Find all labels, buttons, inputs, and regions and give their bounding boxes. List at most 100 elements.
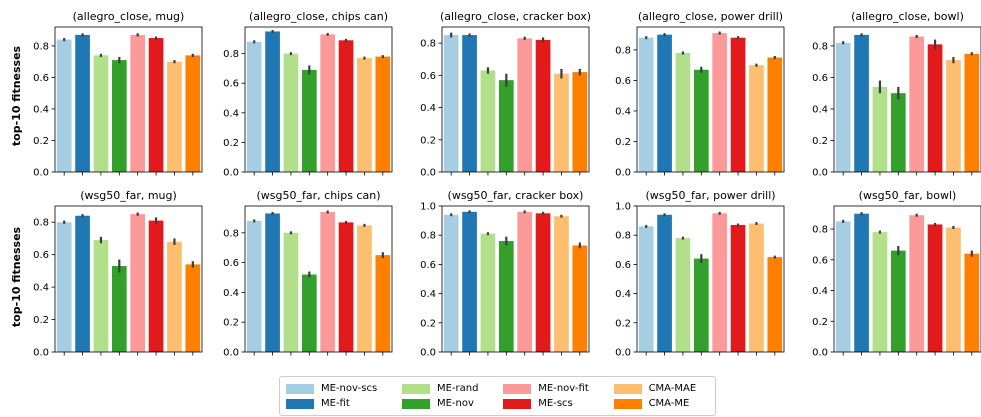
legend-item: CMA-ME: [613, 397, 709, 411]
y-tick-label: 0.8: [615, 231, 631, 242]
y-tick-label: 0.0: [223, 348, 239, 359]
bar-ME-nov-scs: [56, 222, 72, 352]
axes-frame: [441, 205, 590, 353]
legend: ME-nov-scs ME-rand ME-nov-fit CMA-MAE ME-fit…: [279, 376, 716, 416]
legend-label: CMA-MAE: [648, 382, 697, 394]
bar-ME-scs: [927, 44, 943, 172]
axes-frame: [54, 26, 203, 173]
y-tick-label: 1.0: [420, 202, 436, 213]
axes-frame: [833, 205, 981, 353]
y-tick-label: 0.2: [223, 138, 239, 149]
y-tick-label: 0.4: [615, 289, 631, 300]
bar-ME-nov: [301, 69, 317, 172]
panel-title: (wsg50_far, bowl): [859, 189, 957, 202]
axes-frame: [54, 205, 203, 353]
y-tick-label: 0.8: [223, 49, 239, 60]
bar-ME-nov-fit: [130, 34, 146, 173]
y-tick-label: 0.8: [33, 218, 49, 229]
y-tick-label: 0.0: [223, 168, 239, 179]
y-tick-label: 0.6: [420, 260, 436, 271]
y-tick-label: 1.0: [615, 202, 631, 213]
bar-ME-nov-scs: [638, 226, 654, 352]
y-tick-label: 0.4: [33, 283, 49, 294]
y-tick-label: 0.6: [812, 255, 828, 266]
bar-CMA-ME: [964, 253, 980, 352]
y-tick-label: 0.2: [812, 317, 828, 328]
y-tick-label: 0.8: [33, 41, 49, 52]
panel-title: (wsg50_far, power drill): [645, 189, 775, 202]
bar-ME-nov-fit: [712, 213, 728, 352]
bar-ME-fit: [75, 215, 90, 352]
y-tick-label: 0.2: [420, 135, 436, 146]
legend-label: ME-rand: [436, 382, 479, 394]
bar-ME-scs: [148, 220, 164, 352]
bar-ME-nov-fit: [517, 211, 533, 352]
bar-CMA-ME: [767, 57, 783, 172]
y-tick-label: 0.6: [33, 73, 49, 84]
legend-label: ME-scs: [538, 397, 573, 409]
legend-swatch: [401, 383, 430, 394]
panel-title: (allegro_close, chips can): [249, 10, 388, 23]
bar-ME-rand: [283, 53, 299, 172]
y-tick-label: 0.6: [812, 73, 828, 84]
y-tick-label: 0.8: [615, 45, 631, 56]
y-tick-label: 0.0: [420, 348, 436, 359]
bar-ME-nov-scs: [638, 37, 654, 173]
legend-label: ME-nov: [436, 397, 474, 409]
bar-ME-fit: [265, 31, 280, 172]
bar-ME-rand: [675, 238, 691, 352]
legend-item: ME-nov: [401, 397, 491, 411]
legend-label: ME-nov-scs: [321, 382, 378, 394]
legend-item: ME-rand: [401, 382, 491, 396]
bar-ME-nov: [111, 266, 127, 352]
bar-ME-scs: [338, 222, 354, 352]
y-tick-label: 0.6: [33, 250, 49, 261]
bar-ME-scs: [535, 39, 551, 173]
bar-ME-nov-scs: [56, 39, 72, 172]
y-tick-label: 0.4: [223, 288, 239, 299]
y-tick-label: 0.0: [812, 348, 828, 359]
bar-CMA-ME: [572, 72, 588, 172]
bar-CMA-ME: [572, 245, 588, 352]
bar-ME-nov: [498, 241, 514, 352]
bar-ME-rand: [93, 240, 109, 352]
bar-ME-nov: [890, 93, 906, 172]
y-tick-label: 0.4: [615, 106, 631, 117]
bar-ME-nov-fit: [909, 215, 925, 352]
bar-ME-fit: [265, 213, 280, 352]
y-tick-label: 0.2: [615, 318, 631, 329]
bar-CMA-MAE: [357, 58, 372, 173]
bar-ME-nov-scs: [835, 42, 851, 173]
bar-ME-fit: [657, 34, 672, 173]
y-tick-label: 0.0: [615, 348, 631, 359]
y-tick-label: 0.0: [812, 168, 828, 179]
legend-swatch: [503, 398, 532, 409]
y-tick-label: 0.4: [223, 108, 239, 119]
panel-title: (allegro_close, mug): [73, 10, 185, 23]
bar-ME-scs: [730, 37, 746, 173]
y-tick-label: 0.4: [812, 104, 828, 115]
legend-label: CMA-ME: [648, 397, 690, 409]
axes-frame: [636, 205, 785, 353]
bar-ME-nov-fit: [909, 36, 925, 173]
bar-ME-fit: [854, 213, 869, 352]
y-tick-label: 0.4: [812, 286, 828, 297]
bar-CMA-ME: [185, 264, 201, 352]
bar-CMA-ME: [375, 255, 391, 352]
bar-ME-rand: [93, 55, 109, 172]
panel-title: (wsg50_far, mug): [80, 189, 177, 202]
legend-swatch: [613, 383, 642, 394]
bar-ME-nov-fit: [517, 38, 533, 173]
y-tick-label: 0.8: [812, 225, 828, 236]
bar-CMA-MAE: [167, 241, 182, 352]
panel-title: (allegro_close, cracker box): [440, 10, 591, 23]
bar-ME-nov-fit: [712, 33, 728, 173]
bar-ME-nov: [890, 250, 906, 352]
bar-CMA-MAE: [554, 216, 569, 352]
bar-ME-scs: [535, 213, 551, 352]
bar-ME-nov-fit: [130, 214, 146, 352]
axes-frame: [244, 205, 393, 353]
bar-ME-fit: [462, 35, 477, 172]
panel-title: (wsg50_far, chips can): [257, 189, 381, 202]
ylabel-bottom: top-10 fitnesses: [10, 226, 23, 327]
